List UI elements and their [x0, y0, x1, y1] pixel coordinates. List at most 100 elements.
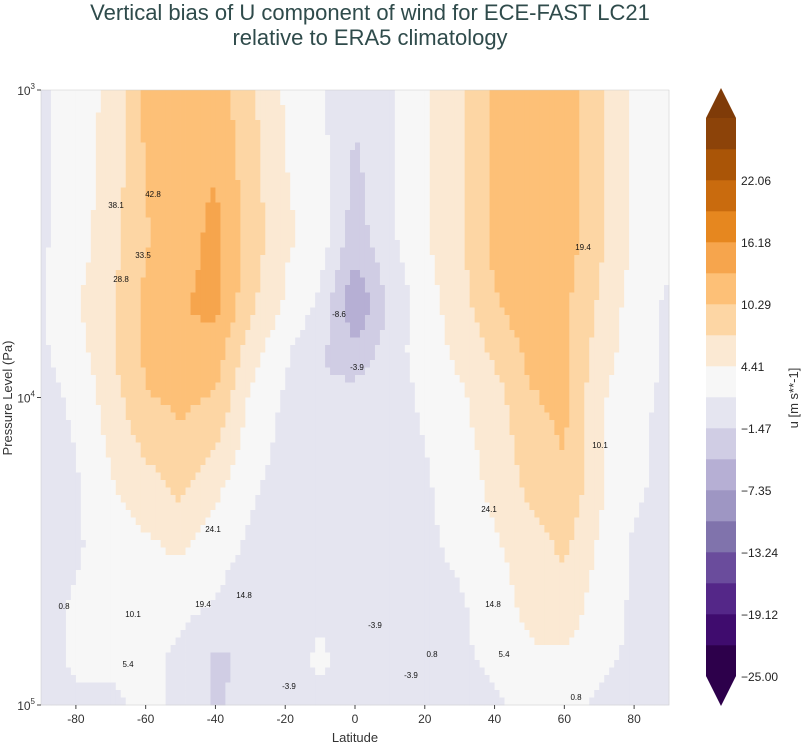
heatmap-cell [155, 375, 162, 383]
heatmap-cell [65, 367, 72, 376]
heatmap-cell [270, 315, 276, 323]
heatmap-cell [499, 240, 505, 248]
heatmap-cell [474, 292, 480, 301]
heatmap-cell [190, 330, 196, 338]
heatmap-cell [225, 240, 231, 248]
heatmap-cell [449, 330, 456, 338]
heatmap-cell [379, 240, 386, 248]
heatmap-cell [350, 345, 356, 353]
heatmap-cell [150, 270, 157, 278]
heatmap-cell [404, 300, 411, 308]
heatmap-cell [629, 142, 635, 151]
heatmap-cell [444, 285, 451, 293]
heatmap-cell [290, 277, 296, 286]
heatmap-cell [335, 120, 341, 128]
heatmap-cell [564, 97, 570, 106]
heatmap-cell [135, 375, 142, 383]
heatmap-cell [639, 225, 645, 233]
heatmap-cell [320, 375, 326, 383]
heatmap-cell [145, 360, 152, 368]
heatmap-cell [384, 127, 391, 136]
heatmap-cell [345, 360, 351, 368]
heatmap-cell [105, 120, 112, 128]
heatmap-cell [95, 210, 102, 218]
heatmap-cell [195, 172, 201, 181]
heatmap-cell [180, 217, 186, 226]
heatmap-cell [449, 255, 456, 263]
heatmap-cell [554, 270, 560, 278]
heatmap-cell [539, 270, 545, 278]
heatmap-cell [130, 255, 137, 263]
heatmap-cell [489, 202, 495, 211]
heatmap-cell [484, 157, 490, 166]
heatmap-cell [125, 142, 132, 151]
heatmap-cell [514, 240, 520, 248]
heatmap-cell [60, 337, 67, 346]
heatmap-cell [654, 367, 660, 376]
heatmap-cell [105, 195, 112, 203]
heatmap-cell [539, 262, 545, 271]
heatmap-cell [135, 157, 142, 166]
heatmap-cell [589, 322, 595, 331]
heatmap-cell [200, 307, 206, 316]
heatmap-cell [619, 157, 625, 166]
heatmap-cell [484, 307, 490, 316]
heatmap-cell [589, 90, 595, 98]
heatmap-cell [449, 300, 456, 308]
heatmap-cell [310, 210, 316, 218]
heatmap-cell [569, 330, 575, 338]
heatmap-cell [619, 195, 625, 203]
heatmap-cell [509, 142, 515, 151]
heatmap-cell [120, 112, 127, 121]
heatmap-cell [90, 217, 97, 226]
heatmap-cell [310, 135, 316, 143]
heatmap-cell [260, 330, 266, 338]
heatmap-cell [260, 345, 266, 353]
heatmap-cell [350, 135, 356, 143]
heatmap-cell [474, 210, 480, 218]
heatmap-cell [624, 210, 630, 218]
heatmap-cell [469, 112, 476, 121]
heatmap-cell [250, 135, 256, 143]
heatmap-cell [489, 262, 495, 271]
heatmap-cell [644, 232, 650, 241]
heatmap-cell [60, 270, 67, 278]
heatmap-cell [614, 337, 620, 346]
heatmap-cell [614, 375, 620, 383]
heatmap-cell [320, 120, 326, 128]
heatmap-cell [195, 127, 201, 136]
heatmap-cell [554, 112, 560, 121]
heatmap-cell [374, 270, 381, 278]
heatmap-cell [574, 262, 580, 271]
heatmap-cell [305, 315, 311, 323]
heatmap-cell [70, 105, 77, 113]
heatmap-cell [95, 322, 102, 331]
heatmap-cell [619, 345, 625, 353]
heatmap-cell [330, 180, 336, 188]
heatmap-cell [549, 292, 555, 301]
heatmap-cell [489, 352, 495, 361]
heatmap-cell [484, 142, 490, 151]
heatmap-cell [414, 277, 421, 286]
heatmap-cell [504, 120, 510, 128]
heatmap-cell [150, 180, 157, 188]
heatmap-cell [295, 150, 301, 158]
heatmap-cell [574, 97, 580, 106]
heatmap-cell [115, 127, 122, 136]
heatmap-cell [389, 375, 396, 383]
heatmap-cell [70, 255, 77, 263]
heatmap-cell [584, 270, 590, 278]
heatmap-cell [90, 322, 97, 331]
heatmap-cell [120, 187, 127, 196]
heatmap-cell [449, 105, 456, 113]
heatmap-cell [624, 180, 630, 188]
heatmap-cell [210, 330, 216, 338]
heatmap-cell [165, 127, 171, 136]
heatmap-cell [90, 345, 97, 353]
heatmap-cell [664, 262, 670, 271]
heatmap-cell [95, 105, 102, 113]
heatmap-cell [110, 330, 117, 338]
heatmap-cell [659, 270, 665, 278]
heatmap-cell [50, 315, 57, 323]
heatmap-cell [609, 360, 615, 368]
